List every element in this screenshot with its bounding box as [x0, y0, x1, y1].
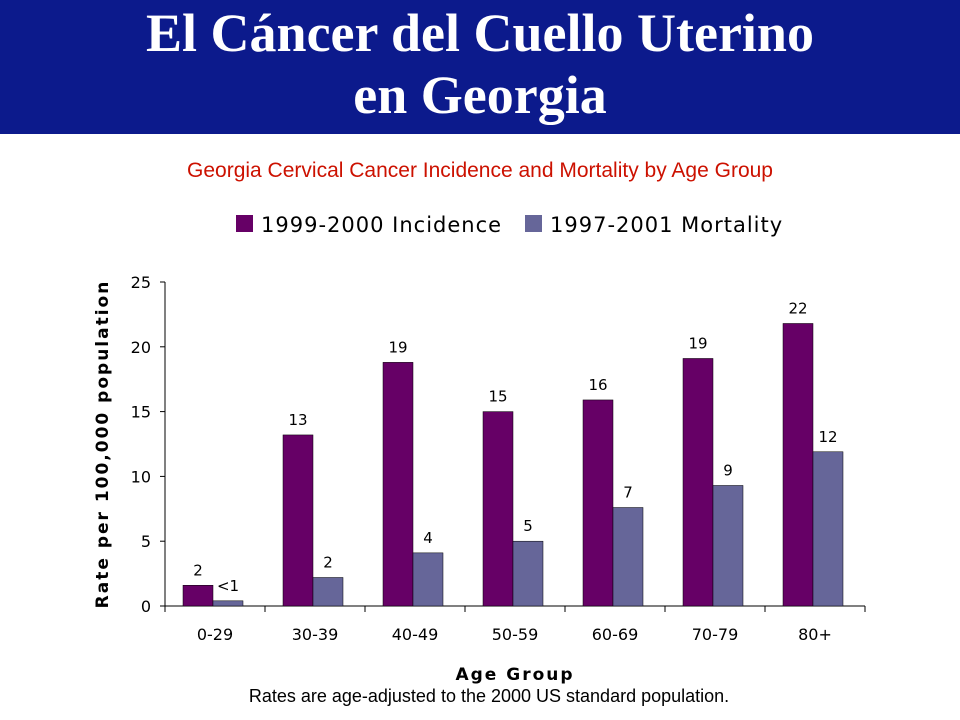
slide-title: El Cáncer del Cuello Uterino en Georgia: [0, 2, 960, 126]
y-tick-label: 15: [131, 403, 151, 422]
incidence-bar: [782, 323, 814, 607]
y-tick-label: 5: [141, 532, 151, 551]
incidence-bar: [382, 362, 414, 607]
mortality-bar: [512, 540, 544, 607]
incidence-data-label: 19: [688, 334, 707, 352]
incidence-bar: [682, 358, 714, 607]
incidence-data-label: 16: [588, 376, 607, 394]
x-tick-label: 60-69: [592, 625, 639, 644]
legend-label-1: 1999-2000 Incidence: [261, 213, 502, 237]
footnote: Rates are age-adjusted to the 2000 US st…: [248, 686, 730, 706]
incidence-data-label: 19: [388, 338, 407, 356]
mortality-data-label: 9: [723, 461, 733, 479]
mortality-bar: [612, 507, 644, 607]
mortality-bar: [312, 577, 344, 607]
mortality-data-label: 4: [423, 529, 433, 547]
x-tick-label: 40-49: [392, 625, 439, 644]
y-tick-label: 10: [131, 467, 151, 486]
mortality-data-label: 7: [623, 484, 633, 502]
incidence-data-label: 2: [193, 561, 203, 579]
header-band: [0, 0, 960, 134]
incidence-data-label: 22: [788, 299, 807, 317]
x-tick-label: 80+: [798, 625, 832, 644]
mortality-data-label: 12: [818, 428, 837, 446]
y-tick-label: 25: [131, 273, 151, 292]
slide-title-line-2: en Georgia: [353, 65, 607, 125]
chart-title: Georgia Cervical Cancer Incidence and Mo…: [187, 159, 773, 182]
y-tick-label: 0: [141, 597, 151, 616]
incidence-bar: [282, 434, 314, 607]
y-axis-title: Rate per 100,000 population: [93, 280, 113, 609]
mortality-data-label: 2: [323, 553, 333, 571]
x-tick-label: 70-79: [692, 625, 739, 644]
slide-title-line-1: El Cáncer del Cuello Uterino: [146, 3, 814, 63]
legend-swatch-2: [525, 215, 542, 232]
x-axis-title: Age Group: [455, 665, 574, 685]
incidence-bar: [482, 411, 514, 607]
x-tick-label: 30-39: [292, 625, 339, 644]
incidence-bar: [582, 399, 614, 607]
y-tick-label: 20: [131, 338, 151, 357]
incidence-data-label: 15: [488, 388, 507, 406]
incidence-data-label: 13: [288, 411, 307, 429]
mortality-bar: [412, 552, 444, 607]
mortality-bar: [712, 485, 744, 607]
mortality-data-label: <1: [217, 577, 239, 595]
mortality-bar: [812, 451, 844, 607]
legend-swatch-1: [236, 215, 253, 232]
x-tick-label: 50-59: [492, 625, 539, 644]
mortality-data-label: 5: [523, 517, 533, 535]
legend-label-2: 1997-2001 Mortality: [550, 213, 783, 237]
mortality-bar: [212, 600, 244, 607]
incidence-bar: [182, 585, 214, 607]
x-tick-label: 0-29: [197, 625, 233, 644]
